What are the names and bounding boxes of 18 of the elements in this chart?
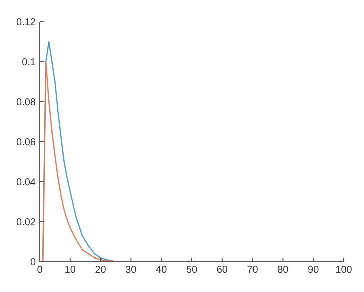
x-tick-label: 50 <box>186 265 198 276</box>
x-tick-label: 40 <box>156 265 168 276</box>
y-tick-label: 0.12 <box>16 18 36 29</box>
x-tick-label: 20 <box>95 265 107 276</box>
y-tick-label: 0 <box>30 258 36 269</box>
x-tick-label: 60 <box>216 265 228 276</box>
y-tick-label: 0.1 <box>22 58 36 69</box>
x-tick-label: 70 <box>247 265 259 276</box>
y-tick-label: 0.08 <box>16 98 36 109</box>
x-tick-label: 80 <box>278 265 290 276</box>
x-tick-label: 90 <box>308 265 320 276</box>
x-tick-label: 10 <box>64 265 76 276</box>
y-tick-label: 0.06 <box>16 138 36 149</box>
y-tick-label: 0.04 <box>16 178 36 189</box>
x-tick-label: 0 <box>37 265 44 276</box>
x-tick-label: 30 <box>126 265 138 276</box>
y-tick-label: 0.02 <box>16 218 36 229</box>
x-tick-label: 100 <box>336 265 353 276</box>
